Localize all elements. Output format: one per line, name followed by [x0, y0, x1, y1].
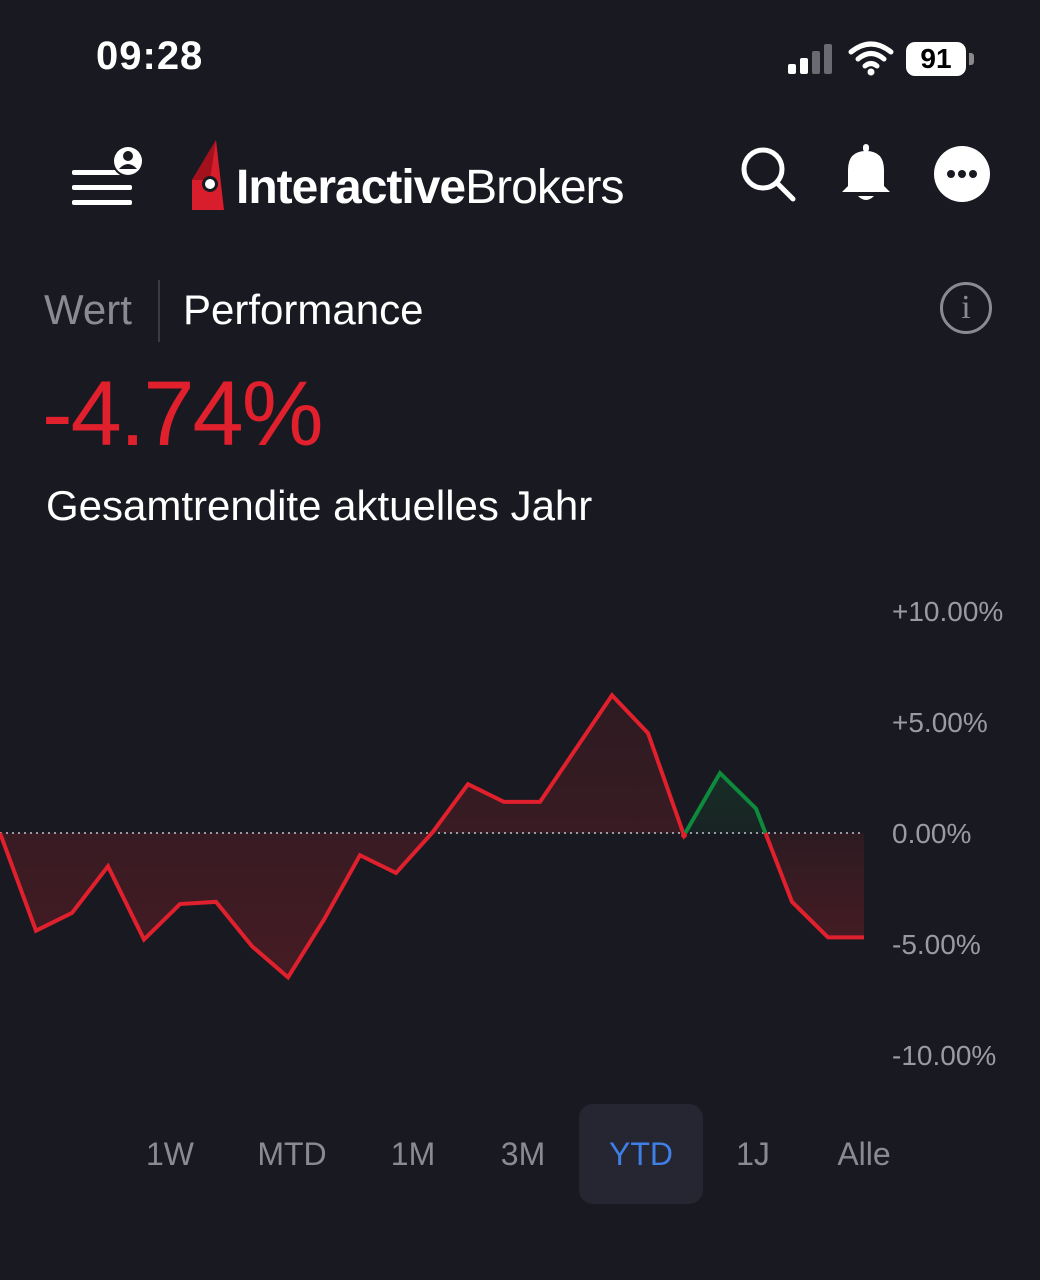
- range-mtd-button[interactable]: MTD: [257, 1136, 327, 1172]
- y-tick-label: -10.00%: [892, 1040, 996, 1071]
- zero-dip-point-19: [681, 832, 687, 839]
- range-3m-button[interactable]: 3M: [500, 1136, 546, 1172]
- negative-area-0: [0, 695, 684, 978]
- tab-wert[interactable]: Wert: [44, 286, 132, 333]
- range-1j-button[interactable]: 1J: [736, 1136, 770, 1172]
- y-tick-label: 0.00%: [892, 818, 971, 849]
- range-alle-button[interactable]: Alle: [837, 1136, 891, 1172]
- wifi-icon: [848, 41, 894, 76]
- more-options-button[interactable]: [934, 146, 990, 202]
- menu-button[interactable]: [70, 144, 150, 210]
- negative-line-3: [763, 832, 864, 940]
- logo-text-bold: Interactive: [236, 161, 466, 214]
- tab-divider: [158, 280, 160, 342]
- logo-text: InteractiveBrokers: [236, 160, 625, 215]
- view-tabs: Wert Performance i: [44, 278, 1004, 342]
- battery-cap-icon: [969, 53, 974, 65]
- positive-line-2: [683, 769, 768, 835]
- info-button[interactable]: i: [940, 282, 992, 334]
- cellular-signal-icon: [788, 44, 832, 74]
- negative-area-3: [765, 833, 864, 938]
- range-1w-button[interactable]: 1W: [146, 1136, 194, 1172]
- status-bar: 09:28 91: [0, 0, 1040, 110]
- performance-chart[interactable]: +10.00% +5.00% 0.00% -5.00% -10.00%: [0, 580, 1040, 1090]
- notifications-button[interactable]: [838, 142, 894, 204]
- range-1m-button[interactable]: 1M: [390, 1136, 436, 1172]
- bell-icon: [842, 144, 890, 200]
- search-icon: [741, 147, 796, 202]
- y-tick-label: +5.00%: [892, 707, 988, 738]
- ellipsis-icon: [947, 170, 977, 178]
- range-selector: 1W MTD 1M 3M YTD 1J Alle: [0, 1104, 1040, 1204]
- battery-indicator: 91: [906, 42, 966, 76]
- range-ytd-button[interactable]: YTD: [579, 1104, 703, 1204]
- y-tick-label: -5.00%: [892, 929, 981, 960]
- logo-text-light: Brokers: [465, 161, 624, 214]
- performance-label: Gesamtrendite aktuelles Jahr: [46, 482, 593, 529]
- menu-profile-icon: [72, 145, 144, 205]
- search-button[interactable]: [738, 144, 800, 206]
- positive-area-2: [685, 773, 766, 833]
- app-header: InteractiveBrokers: [0, 130, 1040, 220]
- performance-value: -4.74%: [42, 363, 323, 465]
- logo-mark-icon: [192, 140, 224, 210]
- tab-performance[interactable]: Performance: [183, 286, 424, 333]
- negative-line-0: [0, 692, 686, 981]
- status-time: 09:28: [96, 34, 204, 78]
- y-tick-label: +10.00%: [892, 596, 1003, 627]
